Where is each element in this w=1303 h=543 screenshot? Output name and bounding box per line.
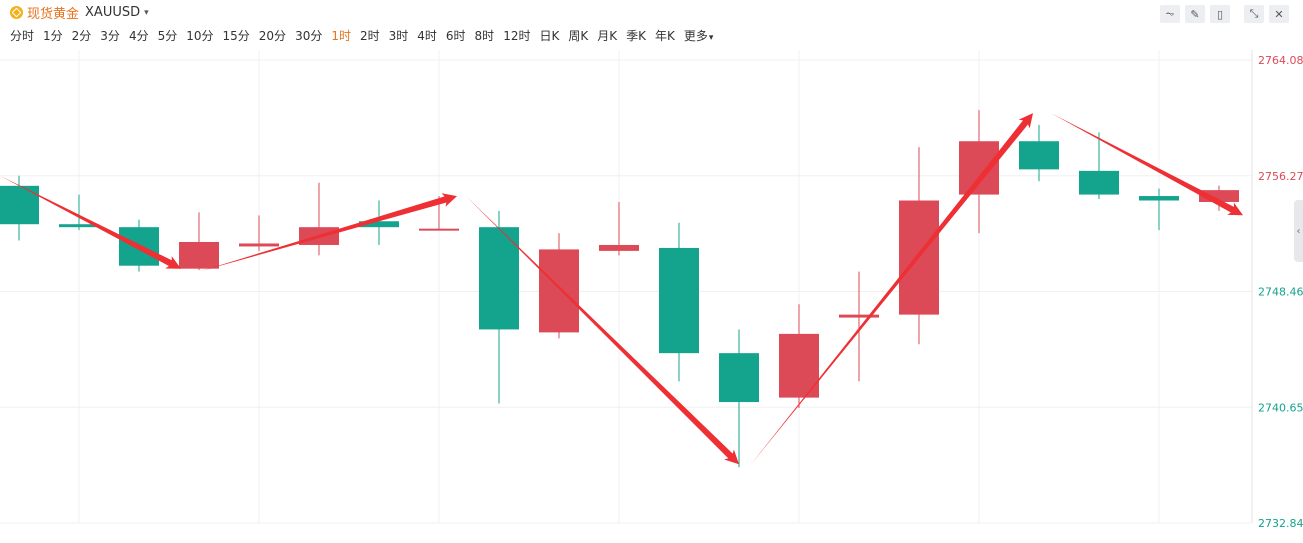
candle-body (0, 185, 39, 225)
interval-tab-4[interactable]: 4分 (128, 29, 149, 43)
interval-tab-18[interactable]: 周K (568, 29, 589, 43)
interval-tab-15[interactable]: 8时 (474, 29, 495, 43)
interval-tab-19[interactable]: 月K (597, 29, 618, 43)
candlestick-chart[interactable]: 2764.08 2756.27 2748.46 2740.65 2732.84 (0, 50, 1303, 543)
y-tick-label: 2756.27 (1258, 170, 1303, 183)
interval-tab-8[interactable]: 20分 (258, 29, 287, 43)
interval-bar: 分时 1分 2分 3分 4分 5分 10分 15分 20分 30分 1时 2时 3时 4时 6时 8时 12时日… (10, 27, 722, 44)
chevron-left-icon: ‹ (1296, 225, 1301, 237)
trend-arrow (751, 113, 1033, 465)
gold-coin-icon (10, 6, 23, 19)
line-chart-icon[interactable]: ⏦ (1160, 5, 1180, 23)
interval-tab-7[interactable]: 15分 (222, 29, 250, 43)
trend-arrow (199, 193, 457, 272)
symbol-code: XAUUSD (85, 5, 141, 20)
interval-tab-1[interactable]: 1分 (43, 29, 63, 43)
interval-tab-21[interactable]: 年K (654, 29, 675, 43)
interval-tab-3[interactable]: 3分 (100, 29, 120, 43)
candle-body (1139, 196, 1179, 201)
candle-body (239, 243, 279, 247)
interval-tab-6[interactable]: 10分 (186, 29, 214, 43)
interval-tab-12[interactable]: 3时 (388, 29, 409, 43)
candle-body (539, 249, 579, 333)
symbol-name: 现货黄金 (27, 7, 80, 22)
candle-body (959, 141, 999, 195)
y-tick-label: 2740.65 (1258, 401, 1303, 414)
collapse-icon[interactable]: ⤡ (1244, 5, 1264, 23)
interval-tab-2[interactable]: 2分 (71, 29, 92, 43)
interval-tab-14[interactable]: 6时 (445, 29, 466, 43)
chart-toolbar: ⏦ ✎ ▯ ⤡ ✕ (1155, 5, 1289, 23)
interval-tab-5[interactable]: 5分 (157, 29, 178, 43)
interval-tab-10[interactable]: 1时 (331, 29, 351, 43)
interval-tab-9[interactable]: 30分 (295, 29, 323, 43)
y-tick-label: 2764.08 (1258, 54, 1303, 67)
candle-body (179, 241, 219, 269)
candle-body (659, 247, 699, 354)
candle-body (1079, 170, 1119, 195)
side-panel-toggle[interactable]: ‹ (1294, 200, 1303, 262)
candle-body (359, 221, 399, 228)
interval-tab-11[interactable]: 2时 (359, 29, 380, 43)
y-tick-label: 2748.46 (1258, 286, 1303, 299)
candlestick-icon[interactable]: ▯ (1210, 5, 1230, 23)
y-tick-label: 2732.84 (1258, 517, 1303, 530)
interval-tab-13[interactable]: 4时 (417, 29, 437, 43)
trend-arrow (1051, 113, 1243, 216)
trend-arrow (466, 196, 739, 465)
interval-tab-17[interactable]: 日K (539, 29, 560, 43)
close-icon[interactable]: ✕ (1269, 5, 1289, 23)
chart-header: 现货黄金 XAUUSD ▾ ⏦ ✎ ▯ ⤡ ✕ (0, 0, 1303, 24)
candle-body (839, 314, 879, 318)
candle-body (1019, 141, 1059, 170)
candle-body (59, 224, 99, 228)
candle-body (1199, 190, 1239, 202)
candle-body (479, 227, 519, 330)
interval-tab-20[interactable]: 季K (626, 29, 646, 43)
interval-tab-22[interactable]: 更多 (684, 27, 714, 44)
pencil-icon[interactable]: ✎ (1185, 5, 1205, 23)
trend-arrow (0, 175, 181, 269)
symbol-selector[interactable]: 现货黄金 XAUUSD ▾ (10, 3, 149, 22)
interval-tab-16[interactable]: 12时 (503, 29, 531, 43)
candle-body (419, 228, 459, 231)
interval-tab-0[interactable]: 分时 (10, 29, 35, 43)
candle-body (719, 353, 759, 403)
candle-body (599, 244, 639, 251)
chevron-down-icon: ▾ (144, 7, 149, 18)
